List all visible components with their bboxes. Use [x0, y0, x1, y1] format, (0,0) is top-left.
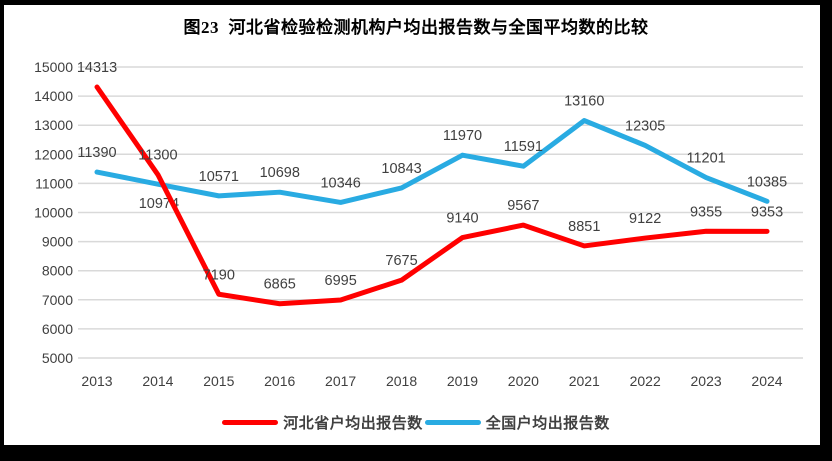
chart-legend: 河北省户均出报告数 全国户均出报告数: [0, 412, 832, 433]
legend-item-national: 全国户均出报告数: [424, 412, 610, 433]
legend-item-hebei: 河北省户均出报告数: [222, 412, 423, 433]
chart-title: 图23 河北省检验检测机构户均出报告数与全国平均数的比较: [183, 18, 649, 37]
chart-canvas: [4, 5, 820, 445]
legend-label-national: 全国户均出报告数: [485, 415, 610, 432]
legend-line-swatch-national: [424, 420, 481, 425]
legend-line-swatch-hebei: [222, 420, 279, 425]
legend-label-hebei: 河北省户均出报告数: [283, 415, 423, 432]
